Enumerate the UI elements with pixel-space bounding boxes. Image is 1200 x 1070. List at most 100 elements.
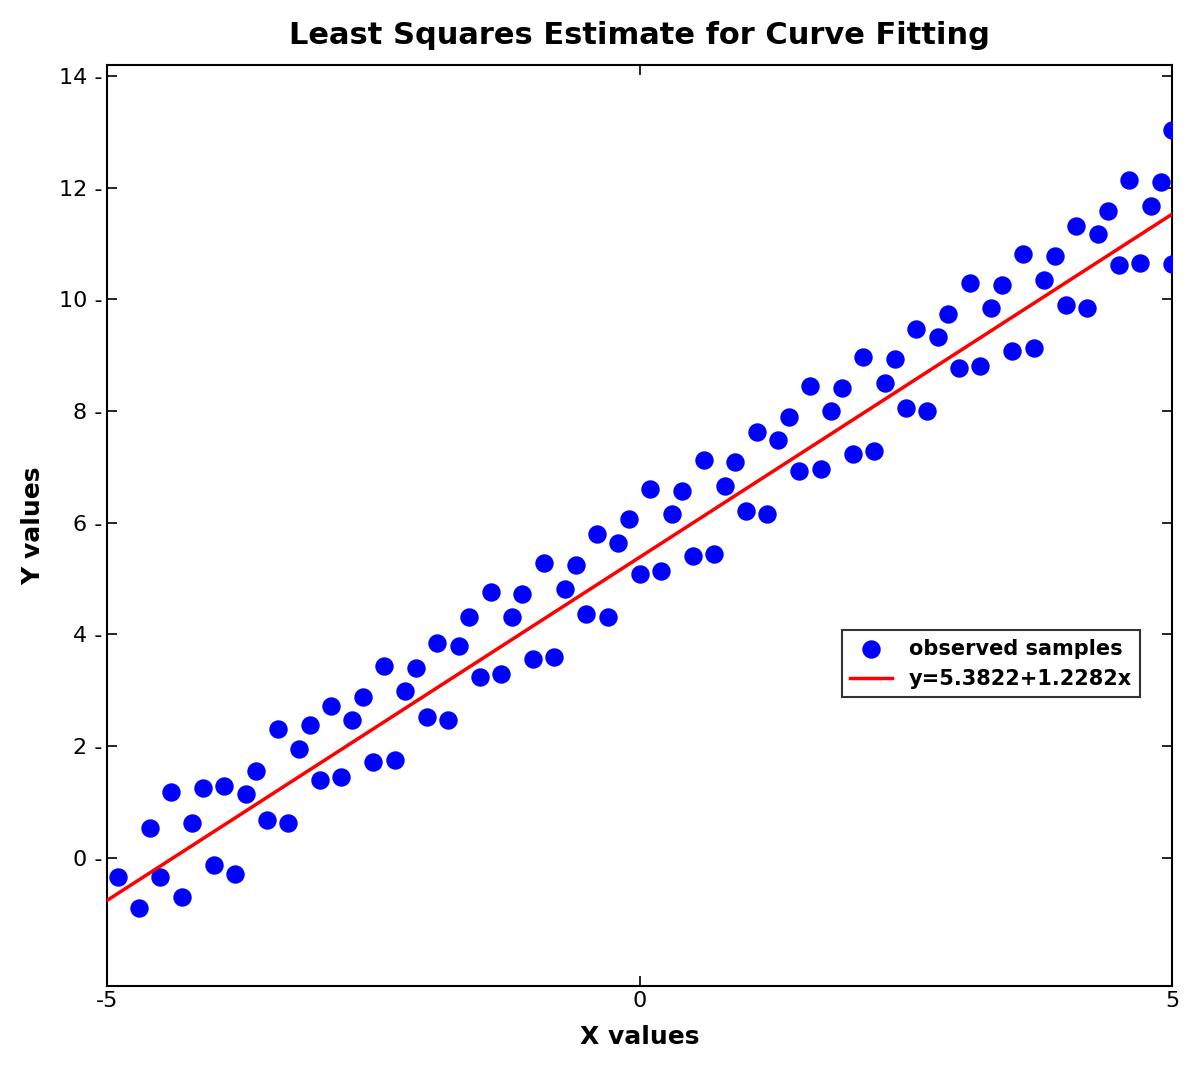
observed samples <box>896 399 916 416</box>
observed samples <box>311 771 330 789</box>
observed samples <box>1109 257 1128 274</box>
Title: Least Squares Estimate for Curve Fitting: Least Squares Estimate for Curve Fitting <box>289 20 990 50</box>
observed samples <box>683 548 702 565</box>
observed samples <box>512 585 532 602</box>
observed samples <box>598 609 617 626</box>
observed samples <box>534 554 553 571</box>
observed samples <box>779 408 798 425</box>
observed samples <box>704 546 724 563</box>
observed samples <box>864 443 883 460</box>
observed samples <box>342 712 361 729</box>
observed samples <box>364 753 383 770</box>
observed samples <box>460 608 479 625</box>
observed samples <box>842 445 862 462</box>
observed samples <box>811 460 830 477</box>
observed samples <box>630 565 649 582</box>
observed samples <box>353 688 372 705</box>
observed samples <box>1034 271 1054 288</box>
observed samples <box>662 506 682 523</box>
observed samples <box>949 360 968 377</box>
observed samples <box>800 378 820 395</box>
observed samples <box>1152 173 1171 190</box>
observed samples <box>108 868 127 885</box>
observed samples <box>427 635 446 652</box>
observed samples <box>215 777 234 794</box>
observed samples <box>577 606 596 623</box>
observed samples <box>1067 217 1086 234</box>
observed samples <box>1120 171 1139 188</box>
Legend: observed samples, y=5.3822+1.2282x: observed samples, y=5.3822+1.2282x <box>842 630 1140 698</box>
observed samples <box>1163 256 1182 273</box>
observed samples <box>790 462 809 479</box>
observed samples <box>332 768 352 785</box>
observed samples <box>289 740 308 758</box>
observed samples <box>853 349 872 366</box>
observed samples <box>726 454 745 471</box>
observed samples <box>182 814 202 831</box>
observed samples <box>492 666 511 683</box>
observed samples <box>1130 255 1150 272</box>
X-axis label: X values: X values <box>580 1025 700 1050</box>
observed samples <box>758 505 778 522</box>
Y-axis label: Y values: Y values <box>20 467 44 585</box>
observed samples <box>204 857 223 874</box>
observed samples <box>566 556 586 574</box>
observed samples <box>257 811 276 828</box>
observed samples <box>748 423 767 440</box>
observed samples <box>172 888 191 905</box>
observed samples <box>652 563 671 580</box>
observed samples <box>1045 247 1064 264</box>
observed samples <box>481 583 500 600</box>
observed samples <box>938 305 958 322</box>
observed samples <box>886 351 905 368</box>
observed samples <box>236 785 256 802</box>
observed samples <box>1088 226 1108 243</box>
observed samples <box>588 525 607 542</box>
observed samples <box>875 374 894 392</box>
observed samples <box>523 651 542 668</box>
observed samples <box>418 708 437 725</box>
observed samples <box>226 866 245 883</box>
observed samples <box>193 780 212 797</box>
observed samples <box>438 712 457 729</box>
observed samples <box>1141 197 1160 214</box>
observed samples <box>608 535 628 552</box>
observed samples <box>768 431 787 448</box>
observed samples <box>1003 342 1022 360</box>
observed samples <box>982 300 1001 317</box>
observed samples <box>619 510 638 528</box>
observed samples <box>385 751 404 768</box>
observed samples <box>715 477 734 494</box>
observed samples <box>641 480 660 498</box>
observed samples <box>278 814 298 831</box>
observed samples <box>162 783 181 800</box>
observed samples <box>971 357 990 374</box>
observed samples <box>673 483 692 500</box>
observed samples <box>449 638 468 655</box>
observed samples <box>822 402 841 419</box>
observed samples <box>907 320 926 337</box>
observed samples <box>833 379 852 396</box>
observed samples <box>140 820 160 837</box>
observed samples <box>503 609 522 626</box>
observed samples <box>992 276 1012 293</box>
observed samples <box>1098 202 1117 219</box>
observed samples <box>300 717 319 734</box>
observed samples <box>470 669 490 686</box>
observed samples <box>407 659 426 676</box>
observed samples <box>374 657 394 674</box>
observed samples <box>545 648 564 666</box>
observed samples <box>918 402 937 419</box>
observed samples <box>1163 122 1182 139</box>
observed samples <box>694 452 713 469</box>
observed samples <box>247 762 266 779</box>
observed samples <box>396 683 415 700</box>
observed samples <box>1013 246 1032 263</box>
observed samples <box>322 698 341 715</box>
observed samples <box>737 503 756 520</box>
observed samples <box>556 580 575 597</box>
observed samples <box>151 869 170 886</box>
observed samples <box>130 899 149 916</box>
observed samples <box>928 328 947 346</box>
observed samples <box>1078 300 1097 317</box>
